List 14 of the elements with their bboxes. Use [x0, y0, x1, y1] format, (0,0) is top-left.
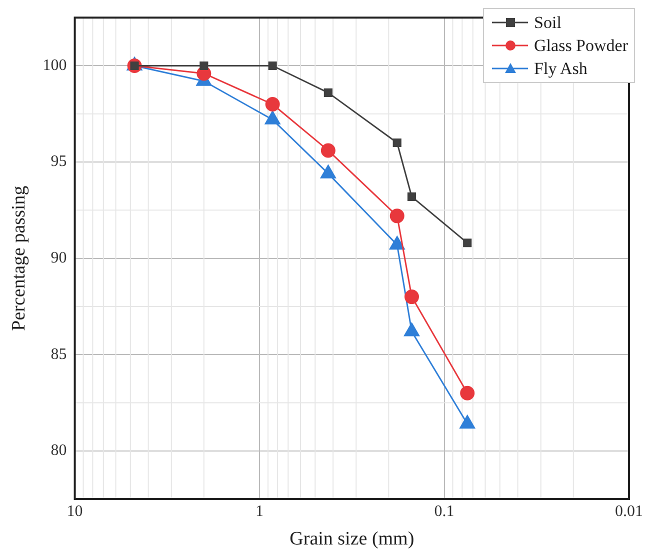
y-tick-label: 85: [50, 346, 67, 363]
x-tick-label: 1: [256, 502, 264, 520]
y-tick-label: 100: [42, 56, 67, 74]
y-tick-label: 90: [50, 250, 67, 267]
legend-label: Glass Powder: [534, 36, 628, 56]
legend-label: Soil: [534, 12, 562, 32]
x-tick-label: 10: [66, 502, 83, 520]
x-tick-label: 0.1: [434, 502, 454, 520]
y-axis-title: Percentage passing: [8, 185, 30, 331]
x-axis-title: Grain size (mm): [290, 528, 414, 550]
y-tick-label: 95: [50, 153, 67, 170]
legend-label: Fly Ash: [534, 58, 588, 78]
x-tick-label: 0.01: [615, 502, 643, 520]
y-tick-label: 80: [50, 442, 67, 460]
